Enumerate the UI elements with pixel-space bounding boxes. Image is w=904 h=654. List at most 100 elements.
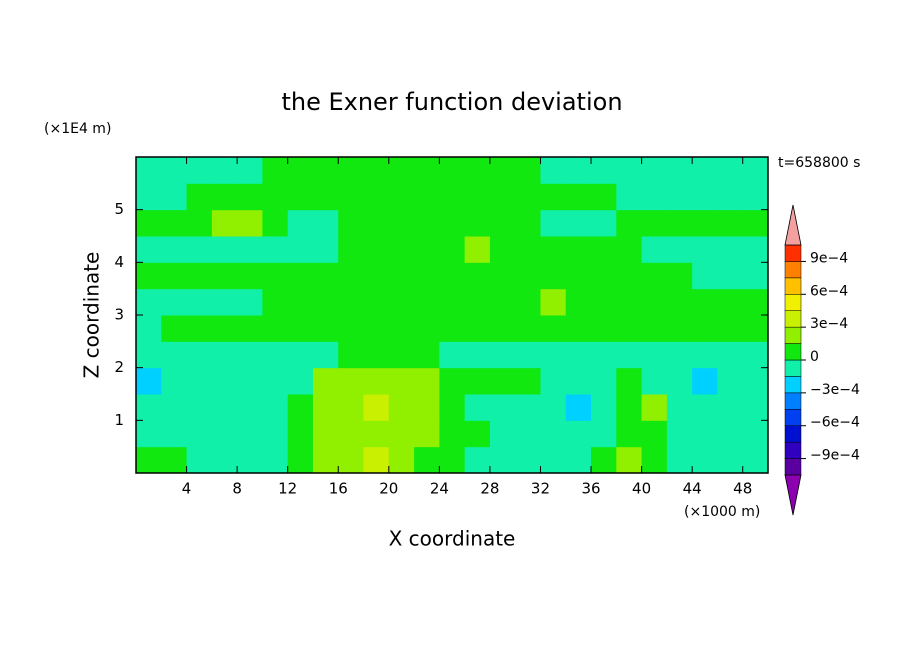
contour-cell bbox=[414, 394, 440, 421]
contour-cell bbox=[717, 446, 744, 474]
contour-cell bbox=[565, 367, 592, 395]
contour-cell bbox=[717, 236, 744, 263]
contour-cell bbox=[717, 209, 744, 237]
contour-cell bbox=[540, 157, 567, 184]
contour-cell bbox=[414, 183, 440, 211]
contour-cell bbox=[565, 209, 592, 237]
colorbar-tick-label: −6e−4 bbox=[810, 415, 860, 431]
contour-cell bbox=[186, 183, 213, 211]
contour-cell bbox=[161, 367, 188, 395]
contour-cell bbox=[439, 183, 466, 211]
contour-cell bbox=[540, 183, 567, 211]
colorbar-box bbox=[784, 294, 802, 311]
contour-cell bbox=[565, 288, 592, 316]
contour-cell bbox=[262, 315, 289, 342]
contour-cell bbox=[136, 262, 162, 290]
contour-cell bbox=[161, 183, 188, 211]
contour-cell bbox=[338, 236, 365, 263]
contour-cell bbox=[692, 183, 718, 211]
contour-cell bbox=[237, 394, 263, 421]
contour-cell bbox=[363, 236, 390, 263]
contour-cell bbox=[489, 446, 516, 474]
contour-cell bbox=[414, 262, 440, 290]
contour-cell bbox=[338, 341, 365, 369]
colorbar-tick-label: −3e−4 bbox=[810, 382, 860, 398]
contour-cell bbox=[666, 446, 693, 474]
contour-cell bbox=[136, 183, 162, 211]
contour-cell bbox=[237, 315, 263, 342]
contour-cell bbox=[186, 157, 213, 184]
contour-cell bbox=[262, 341, 289, 369]
contour-cell bbox=[515, 288, 541, 316]
contour-cell bbox=[565, 341, 592, 369]
contour-cell bbox=[439, 262, 466, 290]
contour-cell bbox=[312, 209, 339, 237]
contour-cell bbox=[439, 209, 466, 237]
x-tick-label: 8 bbox=[232, 480, 242, 498]
contour-cell bbox=[692, 157, 718, 184]
contour-cell bbox=[186, 288, 213, 316]
contour-cell bbox=[136, 341, 162, 369]
contour-cell bbox=[312, 446, 339, 474]
contour-cell bbox=[211, 209, 238, 237]
contour-cell bbox=[692, 446, 718, 474]
contour-cell bbox=[439, 288, 466, 316]
contour-cell bbox=[414, 157, 440, 184]
contour-cell bbox=[591, 288, 617, 316]
contour-cell bbox=[464, 367, 491, 395]
contour-cell bbox=[388, 288, 415, 316]
contour-cell bbox=[161, 446, 188, 474]
contour-cell bbox=[287, 315, 314, 342]
contour-cell bbox=[211, 446, 238, 474]
contour-cell bbox=[363, 341, 390, 369]
x-axis-label: X coordinate bbox=[389, 527, 516, 551]
contour-cell bbox=[641, 209, 668, 237]
contour-cell bbox=[717, 315, 744, 342]
contour-cell bbox=[489, 262, 516, 290]
contour-cell bbox=[666, 183, 693, 211]
contour-cell bbox=[439, 341, 466, 369]
contour-cell bbox=[641, 420, 668, 448]
contour-cell bbox=[591, 367, 617, 395]
contour-cell bbox=[136, 315, 162, 342]
field bbox=[136, 157, 769, 474]
contour-cell bbox=[211, 262, 238, 290]
contour-cell bbox=[237, 367, 263, 395]
colorbar-over bbox=[784, 204, 802, 246]
contour-cell bbox=[388, 367, 415, 395]
contour-cell bbox=[338, 209, 365, 237]
contour-cell bbox=[616, 394, 643, 421]
contour-cell bbox=[616, 236, 643, 263]
contour-cell bbox=[312, 341, 339, 369]
contour-cell bbox=[515, 236, 541, 263]
contour-cell bbox=[641, 262, 668, 290]
contour-cell bbox=[211, 157, 238, 184]
contour-cell bbox=[363, 420, 390, 448]
contour-cell bbox=[312, 288, 339, 316]
contour-cell bbox=[641, 288, 668, 316]
colorbar-box bbox=[784, 359, 802, 377]
contour-cell bbox=[186, 262, 213, 290]
contour-cell bbox=[489, 183, 516, 211]
contour-cell bbox=[515, 315, 541, 342]
contour-cell bbox=[262, 394, 289, 421]
y-tick-label: 4 bbox=[114, 253, 124, 271]
contour-cell bbox=[464, 157, 491, 184]
contour-cell bbox=[312, 236, 339, 263]
contour-cell bbox=[717, 341, 744, 369]
contour-cell bbox=[565, 446, 592, 474]
contour-cell bbox=[692, 315, 718, 342]
contour-cell bbox=[717, 157, 744, 184]
contour-cell bbox=[666, 394, 693, 421]
contour-cell bbox=[237, 446, 263, 474]
contour-cell bbox=[565, 236, 592, 263]
contour-cell bbox=[742, 288, 769, 316]
contour-cell bbox=[742, 341, 769, 369]
contour-cell bbox=[641, 446, 668, 474]
contour-cell bbox=[388, 157, 415, 184]
contour-cell bbox=[312, 157, 339, 184]
contour-cell bbox=[287, 288, 314, 316]
contour-cell bbox=[414, 341, 440, 369]
